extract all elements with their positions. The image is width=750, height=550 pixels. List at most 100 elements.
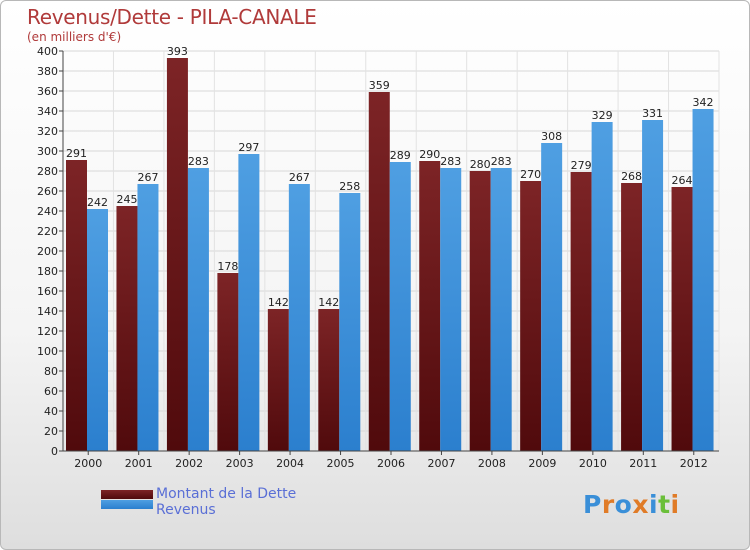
data-label-revenus-2012: 342: [693, 96, 714, 109]
bar-revenus-2000: [87, 209, 108, 451]
y-tick-label: 0: [51, 445, 58, 458]
y-tick-label: 80: [44, 365, 58, 378]
y-tick-label: 40: [44, 405, 58, 418]
y-tick-label: 380: [37, 65, 58, 78]
bar-revenus-2007: [440, 168, 462, 451]
bar-dette-2003: [217, 273, 239, 451]
legend-swatch-dette: [101, 490, 153, 499]
bar-dette-2005: [318, 309, 340, 451]
y-tick-label: 100: [37, 345, 58, 358]
data-label-dette-2000: 291: [66, 147, 87, 160]
data-label-revenus-2009: 308: [541, 130, 562, 143]
data-label-revenus-2007: 283: [440, 155, 461, 168]
y-tick-label: 200: [37, 245, 58, 258]
y-tick-label: 240: [37, 205, 58, 218]
y-tick-label: 180: [37, 265, 58, 278]
logo-letter: x: [632, 490, 649, 519]
bar-revenus-2009: [541, 143, 563, 451]
bar-dette-2007: [419, 161, 441, 451]
data-label-revenus-2001: 267: [137, 171, 158, 184]
bar-dette-2001: [116, 206, 138, 451]
bars: [66, 58, 714, 451]
x-tick-label: 2006: [377, 457, 405, 470]
logo-letter: t: [658, 490, 671, 519]
logo-letter: r: [601, 490, 615, 519]
x-tick-label: 2012: [680, 457, 708, 470]
data-label-dette-2003: 178: [217, 260, 238, 273]
bar-revenus-2008: [490, 168, 512, 451]
data-label-dette-2006: 359: [369, 79, 390, 92]
bar-dette-2004: [267, 309, 289, 451]
x-tick-label: 2009: [528, 457, 556, 470]
bar-revenus-2002: [187, 168, 209, 451]
bar-revenus-2011: [642, 120, 664, 451]
axes: 0 20 40 60 80 100 120 140 160 180 200 220 240 260 280 3…: [37, 45, 719, 470]
bar-revenus-2001: [137, 184, 159, 451]
x-tick-label: 2010: [579, 457, 607, 470]
bar-revenus-2010: [591, 122, 613, 451]
logo-letter: P: [583, 490, 602, 519]
logo-letter: o: [614, 490, 633, 519]
logo-letter: i: [649, 490, 659, 519]
x-tick-label: 2003: [226, 457, 254, 470]
bar-dette-2009: [520, 181, 542, 451]
y-tick-label: 340: [37, 105, 58, 118]
y-tick-label: 20: [44, 425, 58, 438]
data-label-dette-2010: 279: [571, 159, 592, 172]
data-label-dette-2005: 142: [318, 296, 339, 309]
y-tick-label: 280: [37, 165, 58, 178]
bar-dette-2012: [671, 187, 693, 451]
y-tick-label: 120: [37, 325, 58, 338]
bar-dette-2000: [66, 160, 87, 451]
data-label-revenus-2011: 331: [642, 107, 663, 120]
x-tick-label: 2007: [427, 457, 455, 470]
x-tick-label: 2002: [175, 457, 203, 470]
x-tick-label: 2011: [629, 457, 657, 470]
bar-revenus-2006: [389, 162, 411, 451]
y-tick-label: 220: [37, 225, 58, 238]
data-label-dette-2004: 142: [268, 296, 289, 309]
logo-letter: i: [670, 490, 680, 519]
y-tick-label: 160: [37, 285, 58, 298]
proxiti-logo: Proxiti: [583, 490, 680, 519]
chart-subtitle: (en milliers d'€): [27, 30, 122, 44]
data-label-revenus-2008: 283: [491, 155, 512, 168]
y-tick-label: 140: [37, 305, 58, 318]
x-tick-label: 2000: [74, 457, 102, 470]
y-tick-label: 260: [37, 185, 58, 198]
y-tick-label: 300: [37, 145, 58, 158]
bar-revenus-2004: [288, 184, 310, 451]
y-tick-label: 60: [44, 385, 58, 398]
data-label-dette-2007: 290: [419, 148, 440, 161]
bar-dette-2002: [166, 58, 188, 451]
y-tick-label: 360: [37, 85, 58, 98]
y-tick-label: 400: [37, 45, 58, 58]
data-label-dette-2012: 264: [672, 174, 693, 187]
bar-revenus-2012: [692, 109, 714, 451]
data-label-revenus-2005: 258: [339, 180, 360, 193]
legend-label-revenus: Revenus: [156, 502, 216, 518]
bar-dette-2008: [469, 171, 491, 451]
data-label-revenus-2010: 329: [592, 109, 613, 122]
data-label-dette-2002: 393: [167, 45, 188, 58]
bar-dette-2011: [621, 183, 643, 451]
bar-dette-2010: [570, 172, 592, 451]
data-label-revenus-2006: 289: [390, 149, 411, 162]
x-tick-label: 2001: [125, 457, 153, 470]
x-tick-label: 2005: [327, 457, 355, 470]
bar-dette-2006: [368, 92, 390, 451]
data-label-revenus-2000: 242: [87, 196, 108, 209]
x-tick-label: 2008: [478, 457, 506, 470]
data-label-dette-2001: 245: [116, 193, 137, 206]
legend-label-dette: Montant de la Dette: [156, 486, 297, 502]
data-label-dette-2011: 268: [621, 170, 642, 183]
data-label-dette-2009: 270: [520, 168, 541, 181]
chart-title: Revenus/Dette - PILA-CANALE: [27, 5, 317, 29]
y-tick-label: 320: [37, 125, 58, 138]
data-label-dette-2008: 280: [470, 158, 491, 171]
bar-revenus-2003: [238, 154, 260, 451]
data-label-revenus-2004: 267: [289, 171, 310, 184]
